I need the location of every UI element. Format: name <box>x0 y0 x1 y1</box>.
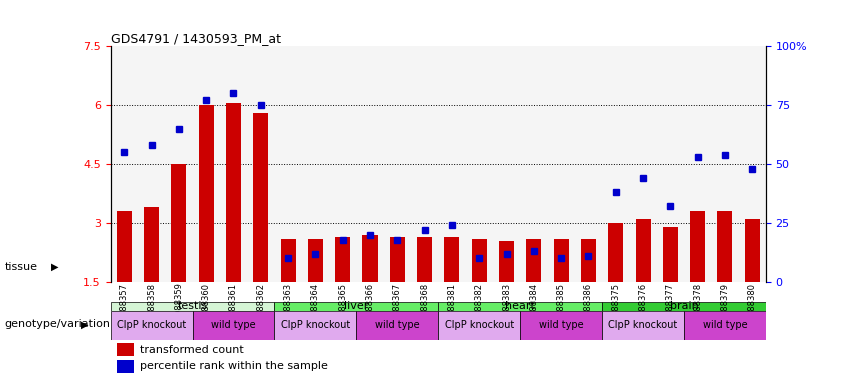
Text: liver: liver <box>344 301 368 311</box>
Bar <box>581 239 596 282</box>
Bar <box>690 211 705 282</box>
Text: tissue: tissue <box>4 262 37 272</box>
Bar <box>608 223 623 282</box>
Text: brain: brain <box>670 301 699 311</box>
Text: GSM988376: GSM988376 <box>638 283 648 334</box>
Text: wild type: wild type <box>539 320 584 330</box>
Bar <box>438 302 602 311</box>
Text: ▶: ▶ <box>51 262 59 272</box>
Bar <box>684 311 766 339</box>
Text: heart: heart <box>505 301 535 311</box>
Text: GSM988360: GSM988360 <box>202 283 211 334</box>
Text: GSM988367: GSM988367 <box>393 283 402 334</box>
Text: GSM988362: GSM988362 <box>256 283 266 334</box>
Text: ClpP knockout: ClpP knockout <box>281 320 350 330</box>
Text: GSM988364: GSM988364 <box>311 283 320 334</box>
Text: transformed count: transformed count <box>140 345 244 355</box>
Text: ClpP knockout: ClpP knockout <box>117 320 186 330</box>
Text: GSM988382: GSM988382 <box>475 283 483 334</box>
Text: genotype/variation: genotype/variation <box>4 319 111 329</box>
Bar <box>111 311 192 339</box>
Text: GSM988381: GSM988381 <box>448 283 456 334</box>
Bar <box>602 302 766 311</box>
Bar <box>717 211 733 282</box>
Text: ClpP knockout: ClpP knockout <box>444 320 514 330</box>
Text: ▶: ▶ <box>81 319 89 329</box>
Bar <box>390 237 405 282</box>
Bar <box>554 239 568 282</box>
Bar <box>117 360 134 372</box>
Bar <box>111 302 274 311</box>
Text: GSM988365: GSM988365 <box>338 283 347 334</box>
Bar <box>471 239 487 282</box>
Text: wild type: wild type <box>211 320 256 330</box>
Text: GSM988386: GSM988386 <box>584 283 593 334</box>
Text: GSM988358: GSM988358 <box>147 283 156 334</box>
Bar <box>520 311 602 339</box>
Bar <box>144 207 159 282</box>
Bar <box>636 219 650 282</box>
Bar <box>117 211 132 282</box>
Bar <box>274 311 357 339</box>
Text: wild type: wild type <box>375 320 420 330</box>
Text: GSM988384: GSM988384 <box>529 283 539 334</box>
Bar <box>198 105 214 282</box>
Bar <box>526 239 541 282</box>
Text: GDS4791 / 1430593_PM_at: GDS4791 / 1430593_PM_at <box>111 32 281 45</box>
Text: GSM988383: GSM988383 <box>502 283 511 334</box>
Bar <box>171 164 186 282</box>
Text: GSM988361: GSM988361 <box>229 283 238 334</box>
Text: GSM988368: GSM988368 <box>420 283 429 334</box>
Text: testis: testis <box>177 301 208 311</box>
Text: GSM988363: GSM988363 <box>283 283 293 334</box>
Bar <box>438 311 520 339</box>
Text: GSM988379: GSM988379 <box>721 283 729 334</box>
Bar <box>274 302 438 311</box>
Text: GSM988366: GSM988366 <box>366 283 374 334</box>
Bar <box>417 237 432 282</box>
Bar <box>602 311 684 339</box>
Bar <box>363 235 378 282</box>
Bar <box>192 311 274 339</box>
Text: GSM988378: GSM988378 <box>694 283 702 334</box>
Bar <box>117 343 134 356</box>
Bar <box>357 311 438 339</box>
Bar <box>308 239 323 282</box>
Bar <box>281 239 295 282</box>
Text: GSM988359: GSM988359 <box>174 283 183 333</box>
Text: GSM988357: GSM988357 <box>120 283 129 334</box>
Bar <box>499 241 514 282</box>
Text: GSM988375: GSM988375 <box>611 283 620 334</box>
Bar <box>335 237 351 282</box>
Text: GSM988385: GSM988385 <box>557 283 566 334</box>
Text: wild type: wild type <box>703 320 747 330</box>
Text: GSM988377: GSM988377 <box>665 283 675 334</box>
Bar <box>745 219 760 282</box>
Bar <box>663 227 678 282</box>
Text: ClpP knockout: ClpP knockout <box>608 320 677 330</box>
Bar <box>226 103 241 282</box>
Text: percentile rank within the sample: percentile rank within the sample <box>140 361 328 371</box>
Bar <box>444 237 460 282</box>
Bar <box>254 113 268 282</box>
Text: GSM988380: GSM988380 <box>748 283 757 334</box>
